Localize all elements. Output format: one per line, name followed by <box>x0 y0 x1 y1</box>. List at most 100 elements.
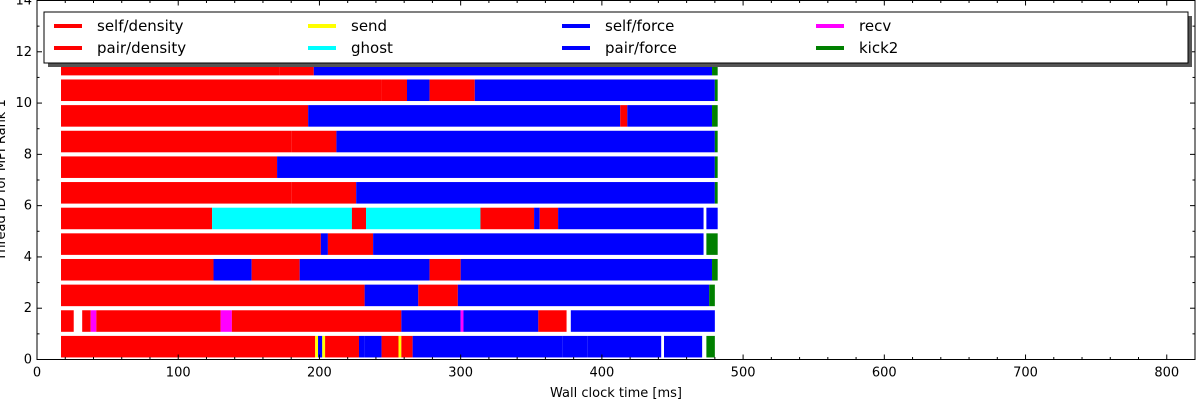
bar-segment-thread-0 <box>706 335 715 358</box>
bar-segment-thread-3 <box>460 258 713 281</box>
bar-segment-thread-1 <box>96 310 221 332</box>
bar-segment-thread-3 <box>712 258 718 281</box>
bar-segment-thread-3 <box>213 258 252 281</box>
bar-segment-thread-10 <box>429 79 475 102</box>
x-tick-label: 300 <box>448 366 473 381</box>
bar-segment-thread-6 <box>356 182 715 204</box>
bar-segment-thread-9 <box>620 105 628 127</box>
bar-segment-thread-9 <box>627 105 713 127</box>
bar-segment-thread-1 <box>61 310 74 332</box>
bar-segment-thread-5 <box>539 207 559 230</box>
bar-segment-thread-5 <box>366 207 481 230</box>
bar-segment-thread-0 <box>401 335 413 358</box>
bar-segment-thread-10 <box>381 79 407 102</box>
y-tick-label: 14 <box>15 0 32 9</box>
legend-label: ghost <box>351 39 393 57</box>
legend-label: pair/force <box>605 39 677 57</box>
bar-segment-thread-8 <box>336 130 715 153</box>
bar-segment-thread-0 <box>562 335 588 358</box>
bar-segment-thread-7 <box>277 156 715 178</box>
x-tick-label: 200 <box>307 366 332 381</box>
bar-segment-thread-1 <box>90 310 97 332</box>
bar-segment-thread-0 <box>398 335 402 358</box>
bar-segment-thread-5 <box>534 207 540 230</box>
plot-frame <box>36 0 1196 360</box>
bar-segment-thread-2 <box>457 284 710 307</box>
bar-segment-thread-4 <box>373 233 704 255</box>
bar-segment-thread-0 <box>61 335 316 358</box>
bar-segment-thread-6 <box>291 182 357 204</box>
bar-segment-thread-10 <box>474 79 715 102</box>
y-tick-label: 2 <box>24 301 32 316</box>
bar-segment-thread-2 <box>61 284 365 307</box>
tick-labels-group: 0 100 200 300 400 500 600 700 800 0 2 4 6 8 10 12 14 <box>15 0 1179 381</box>
bar-segment-thread-3 <box>299 258 430 281</box>
bar-segment-thread-1 <box>463 310 539 332</box>
legend-label: self/density <box>97 17 184 35</box>
x-tick-label: 800 <box>1154 366 1179 381</box>
bar-segment-thread-9 <box>61 105 309 127</box>
bar-segment-thread-9 <box>308 105 621 127</box>
bar-segment-thread-4 <box>706 233 718 255</box>
bar-segment-thread-0 <box>412 335 563 358</box>
bar-segment-thread-0 <box>664 335 703 358</box>
bar-segment-thread-8 <box>61 130 292 153</box>
y-tick-label: 10 <box>15 96 32 111</box>
y-tick-label: 4 <box>24 250 32 265</box>
x-tick-label: 500 <box>731 366 756 381</box>
y-tick-label: 8 <box>24 147 32 162</box>
x-tick-label: 700 <box>1013 366 1038 381</box>
bar-segment-thread-3 <box>61 258 214 281</box>
bar-segment-thread-10 <box>407 79 430 102</box>
bar-segment-thread-0 <box>322 335 326 358</box>
bar-segment-thread-7 <box>714 156 718 178</box>
bar-segment-thread-0 <box>381 335 399 358</box>
bars-group <box>61 53 718 358</box>
bar-segment-thread-10 <box>61 79 382 102</box>
bar-segment-thread-5 <box>351 207 367 230</box>
bar-segment-thread-1 <box>570 310 715 332</box>
bar-segment-thread-9 <box>712 105 718 127</box>
bar-segment-thread-10 <box>714 79 718 102</box>
bar-segment-thread-5 <box>480 207 535 230</box>
bar-segment-thread-5 <box>212 207 352 230</box>
legend-box <box>43 11 1189 64</box>
y-tick-label: 0 <box>24 353 32 368</box>
legend-label: self/force <box>605 17 674 35</box>
bar-segment-thread-2 <box>364 284 419 307</box>
bar-segment-thread-0 <box>587 335 662 358</box>
x-axis-label: Wall clock time [ms] <box>550 386 682 400</box>
x-tick-label: 0 <box>33 366 41 381</box>
bar-segment-thread-3 <box>251 258 300 281</box>
bar-segment-thread-0 <box>358 335 365 358</box>
bar-segment-thread-1 <box>220 310 232 332</box>
y-tick-label: 6 <box>24 199 32 214</box>
bar-segment-thread-3 <box>429 258 461 281</box>
x-tick-label: 600 <box>872 366 897 381</box>
bar-segment-thread-1 <box>538 310 567 332</box>
bar-segment-thread-1 <box>82 310 91 332</box>
bar-segment-thread-2 <box>418 284 458 307</box>
bar-segment-thread-4 <box>320 233 328 255</box>
legend-label: recv <box>859 17 891 35</box>
bar-segment-thread-0 <box>318 335 323 358</box>
bar-segment-thread-4 <box>61 233 321 255</box>
bar-segment-thread-1 <box>401 310 461 332</box>
legend-label: kick2 <box>859 39 898 57</box>
bar-segment-thread-6 <box>61 182 292 204</box>
bar-segment-thread-8 <box>714 130 718 153</box>
bar-segment-thread-1 <box>460 310 464 332</box>
bar-segment-thread-0 <box>325 335 359 358</box>
bar-segment-thread-2 <box>709 284 715 307</box>
y-tick-label: 12 <box>15 45 32 60</box>
bar-segment-thread-5 <box>61 207 213 230</box>
legend: self/density pair/density send ghost self/fo… <box>43 11 1192 67</box>
bar-segment-thread-5 <box>706 207 718 230</box>
bar-segment-thread-0 <box>364 335 382 358</box>
bar-segment-thread-1 <box>231 310 402 332</box>
bar-segment-thread-0 <box>315 335 319 358</box>
legend-label: send <box>351 17 387 35</box>
bar-segment-thread-4 <box>327 233 374 255</box>
bar-segment-thread-6 <box>714 182 718 204</box>
